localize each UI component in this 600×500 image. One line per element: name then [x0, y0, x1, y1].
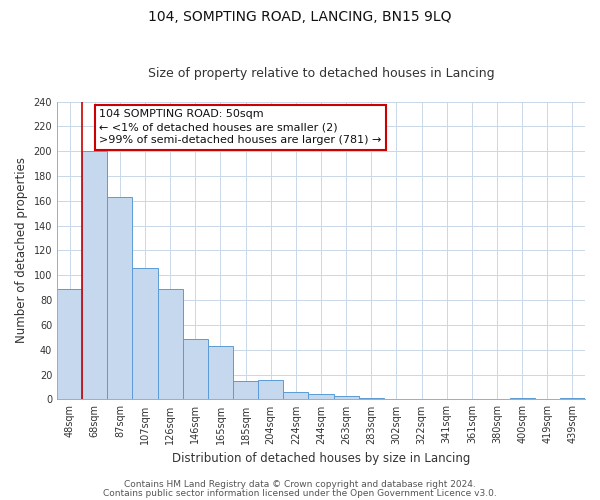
- Bar: [334, 396, 359, 400]
- Bar: [208, 346, 233, 400]
- Bar: [509, 398, 535, 400]
- Bar: [560, 398, 585, 400]
- Bar: [57, 289, 82, 400]
- Y-axis label: Number of detached properties: Number of detached properties: [15, 158, 28, 344]
- Bar: [133, 268, 158, 400]
- Text: 104, SOMPTING ROAD, LANCING, BN15 9LQ: 104, SOMPTING ROAD, LANCING, BN15 9LQ: [148, 10, 452, 24]
- Text: Contains HM Land Registry data © Crown copyright and database right 2024.: Contains HM Land Registry data © Crown c…: [124, 480, 476, 489]
- Bar: [258, 380, 283, 400]
- X-axis label: Distribution of detached houses by size in Lancing: Distribution of detached houses by size …: [172, 452, 470, 465]
- Text: 104 SOMPTING ROAD: 50sqm
← <1% of detached houses are smaller (2)
>99% of semi-d: 104 SOMPTING ROAD: 50sqm ← <1% of detach…: [99, 109, 382, 146]
- Title: Size of property relative to detached houses in Lancing: Size of property relative to detached ho…: [148, 66, 494, 80]
- Text: Contains public sector information licensed under the Open Government Licence v3: Contains public sector information licen…: [103, 488, 497, 498]
- Bar: [308, 394, 334, 400]
- Bar: [158, 289, 183, 400]
- Bar: [359, 398, 384, 400]
- Bar: [82, 151, 107, 400]
- Bar: [107, 197, 133, 400]
- Bar: [183, 338, 208, 400]
- Bar: [283, 392, 308, 400]
- Bar: [233, 381, 258, 400]
